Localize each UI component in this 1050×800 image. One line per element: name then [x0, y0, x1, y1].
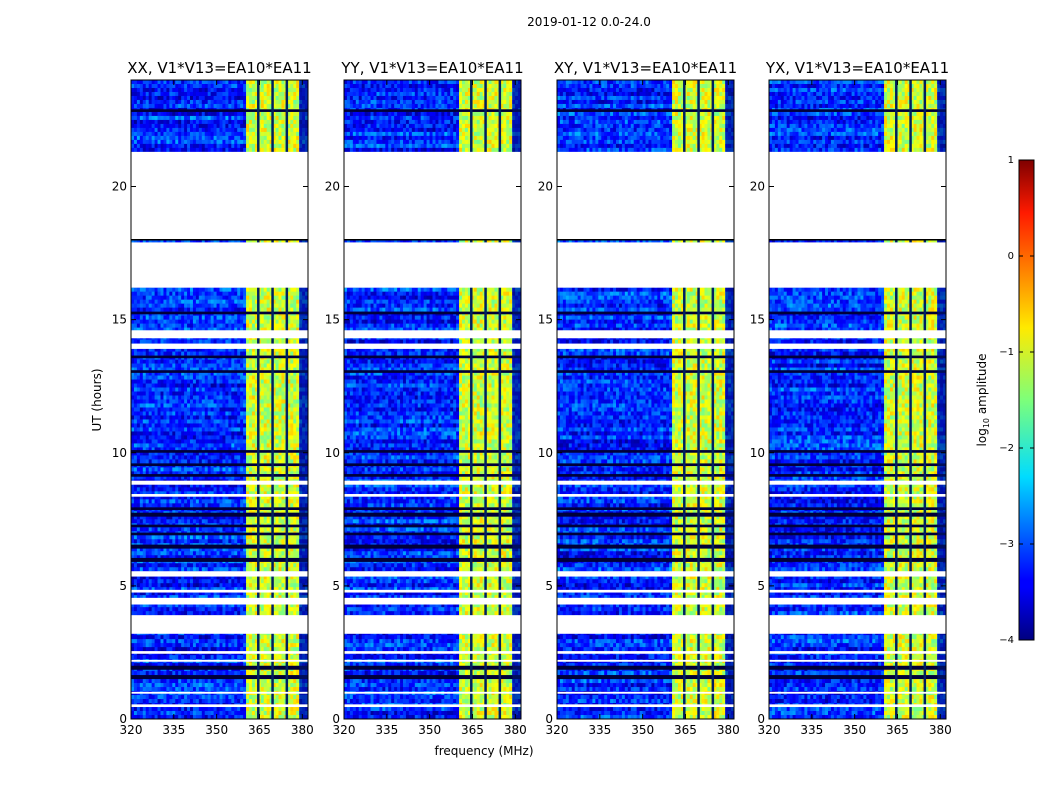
x-tick-label: 380	[929, 723, 952, 737]
x-tick-label: 365	[886, 723, 909, 737]
y-tick-label: 15	[325, 313, 340, 327]
x-tick-label: 335	[375, 723, 398, 737]
data-gaps	[557, 151, 734, 708]
colorbar-label-sub: 10	[982, 418, 991, 428]
x-tick-label: 380	[504, 723, 527, 737]
x-tick-label: 335	[800, 723, 823, 737]
x-tick-label: 320	[333, 723, 356, 737]
panel-frame	[130, 79, 309, 720]
band-dividers	[683, 80, 715, 719]
y-tick-label: 15	[538, 313, 553, 327]
y-tick-label: 10	[325, 446, 340, 460]
panel-3: XY, V1*V13=EA10*EA11 320 335 350 365 380 0 5 10 1…	[538, 59, 740, 737]
edge-block	[299, 80, 308, 719]
colorbar-tick-label: −1	[999, 347, 1014, 358]
colorbar-label: log10 amplitude	[975, 354, 991, 447]
x-tick-label: 365	[461, 723, 484, 737]
flagged-rows	[769, 109, 946, 680]
x-tick-label: 335	[588, 723, 611, 737]
band-dividers	[257, 80, 289, 719]
panel-title: XX, V1*V13=EA10*EA11	[127, 59, 311, 77]
y-tick-label: 20	[538, 180, 553, 194]
data-gaps	[131, 151, 308, 708]
figure-title: 2019-01-12 0.0-24.0	[527, 15, 651, 29]
panel-2: YY, V1*V13=EA10*EA11 320 335 350 365 380 0 5 10 1…	[325, 59, 527, 737]
panel-4: YX, V1*V13=EA10*EA11 320 335 350 365 380 0 5 10 1…	[750, 59, 952, 737]
y-tick-label: 5	[119, 579, 127, 593]
band-dividers	[470, 80, 502, 719]
x-tick-label: 380	[717, 723, 740, 737]
y-axis-label: UT (hours)	[90, 368, 104, 431]
colorbar-label-main: log	[975, 428, 989, 446]
x-tick-label: 380	[291, 723, 314, 737]
y-tick-label: 5	[757, 579, 765, 593]
x-tick-label: 350	[418, 723, 441, 737]
colorbar-gradient	[1018, 159, 1035, 641]
colorbar-tick-label: 1	[1008, 155, 1014, 166]
flagged-rows	[557, 109, 734, 680]
edge-block	[725, 80, 734, 719]
x-tick-label: 350	[205, 723, 228, 737]
panel-title: YY, V1*V13=EA10*EA11	[340, 59, 523, 77]
edge-block	[937, 80, 946, 719]
y-tick-label: 0	[332, 712, 340, 726]
y-tick-label: 0	[119, 712, 127, 726]
panel-title: XY, V1*V13=EA10*EA11	[554, 59, 737, 77]
x-tick-label: 365	[674, 723, 697, 737]
y-tick-label: 20	[325, 180, 340, 194]
flagged-rows	[344, 109, 521, 680]
panel-frame	[556, 79, 735, 720]
panel-frame	[768, 79, 947, 720]
x-tick-label: 320	[120, 723, 143, 737]
x-tick-label: 335	[162, 723, 185, 737]
colorbar-tick-label: 0	[1008, 251, 1014, 262]
panel-title: YX, V1*V13=EA10*EA11	[765, 59, 949, 77]
data-gaps	[769, 151, 946, 708]
y-tick-label: 5	[332, 579, 340, 593]
y-tick-label: 20	[750, 180, 765, 194]
x-tick-label: 350	[631, 723, 654, 737]
y-tick-label: 0	[757, 712, 765, 726]
colorbar-tick-label: −4	[999, 635, 1014, 646]
colorbar-tick-label: −3	[999, 539, 1014, 550]
data-gaps	[344, 151, 521, 708]
x-tick-label: 350	[843, 723, 866, 737]
y-tick-label: 10	[538, 446, 553, 460]
colorbar-label-tail: amplitude	[975, 354, 989, 418]
colorbar-tick-label: −2	[999, 443, 1014, 454]
x-tick-label: 320	[758, 723, 781, 737]
edge-block	[512, 80, 521, 719]
y-tick-label: 10	[750, 446, 765, 460]
band-dividers	[895, 80, 927, 719]
colorbar-ticks: 1 0 −1 −2 −3 −4	[999, 155, 1034, 646]
y-tick-label: 5	[545, 579, 553, 593]
y-tick-label: 20	[112, 180, 127, 194]
colorbar: 10−1−2−3−4 log10 amplitude	[975, 155, 1035, 646]
panels: XX, V1*V13=EA10*EA11 320 335 350 365 380 0 5 10 1…	[112, 59, 952, 737]
y-tick-label: 10	[112, 446, 127, 460]
y-tick-label: 0	[545, 712, 553, 726]
x-tick-label: 320	[546, 723, 569, 737]
x-axis-label: frequency (MHz)	[434, 744, 533, 758]
flagged-rows	[131, 109, 308, 680]
panel-1: XX, V1*V13=EA10*EA11 320 335 350 365 380 0 5 10 1…	[112, 59, 314, 737]
x-tick-label: 365	[248, 723, 271, 737]
y-tick-label: 15	[750, 313, 765, 327]
panel-frame	[343, 79, 522, 720]
y-tick-label: 15	[112, 313, 127, 327]
